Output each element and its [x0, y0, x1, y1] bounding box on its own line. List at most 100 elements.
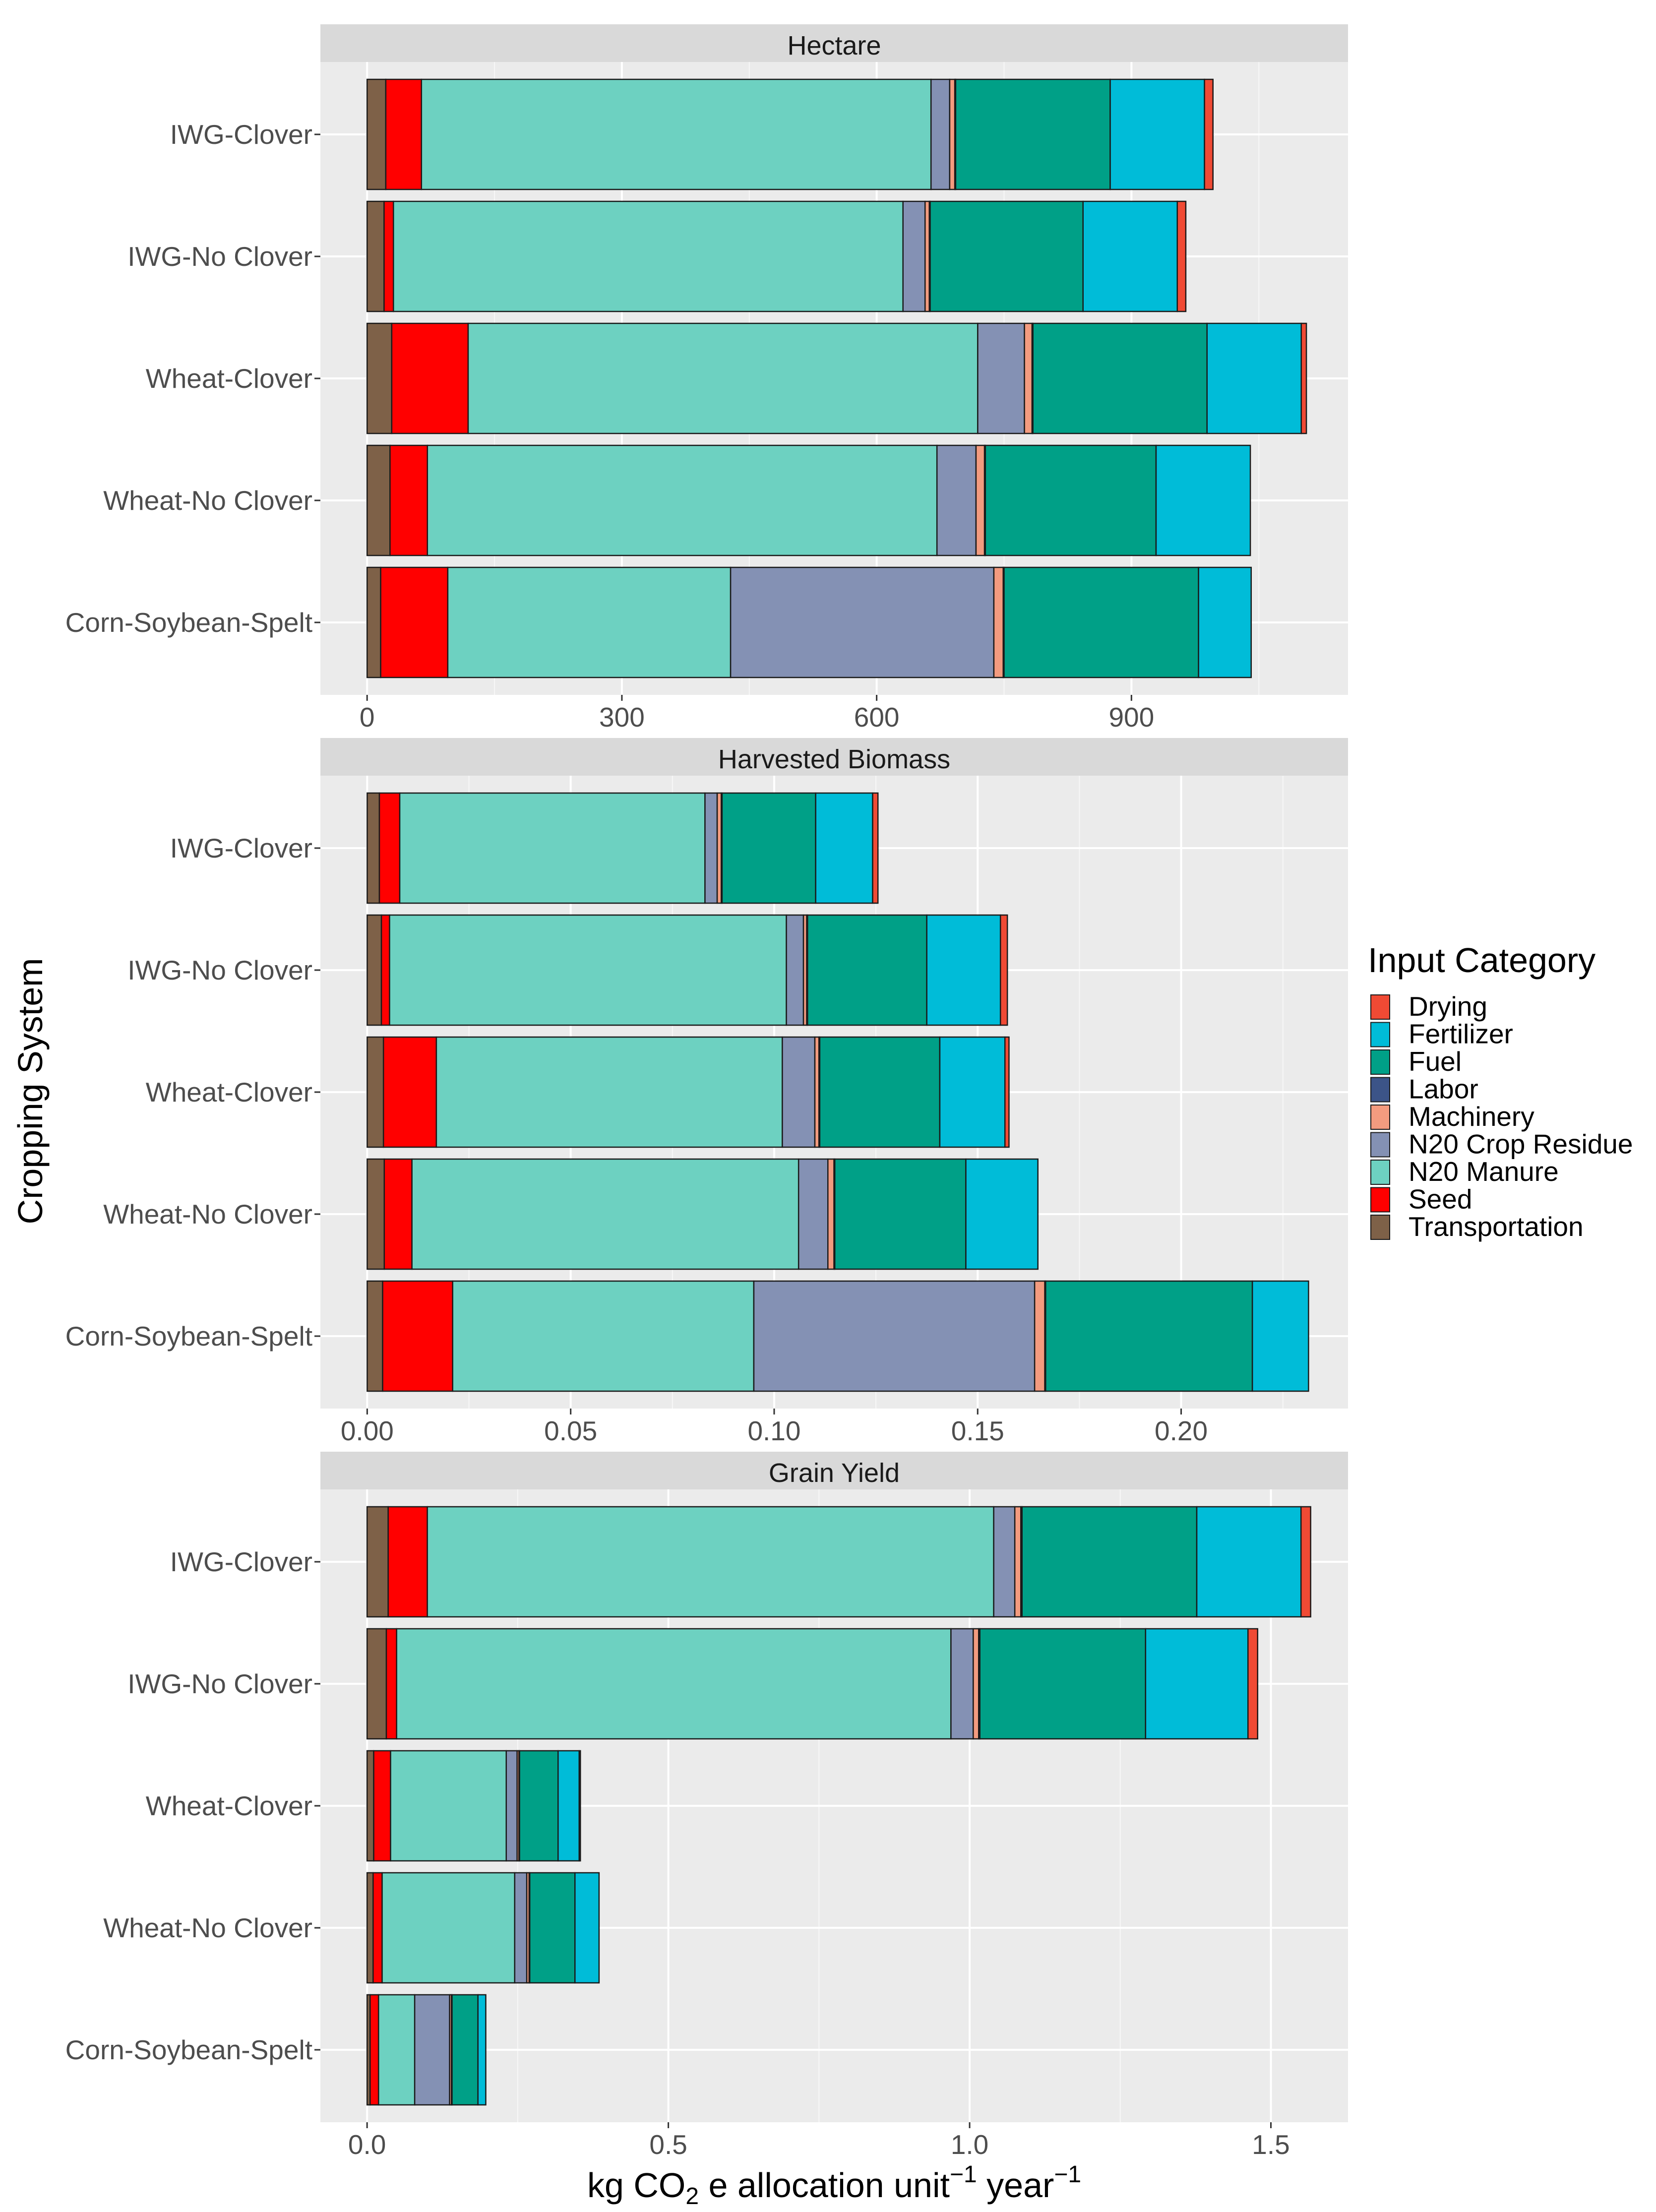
legend-swatch	[1370, 1187, 1390, 1213]
bar-segment-transportation	[366, 1506, 389, 1618]
bar-segment-transportation	[366, 78, 387, 190]
bar-segment-seed	[373, 1750, 391, 1862]
bar-segment-n20-manure	[389, 914, 787, 1026]
legend-label: Transportation	[1409, 1211, 1584, 1242]
bar-iwg-clover	[366, 1506, 1311, 1618]
bar-segment-drying	[999, 914, 1008, 1026]
bar-segment-transportation	[367, 1280, 383, 1392]
bar-segment-fertilizer	[1145, 1628, 1249, 1740]
x-axis-title: kg CO2 e allocation unit−1 year−1	[587, 2161, 1081, 2210]
panel-hectare: Hectare IWG-Clover IWG-No Clover Wheat-Clo…	[65, 24, 1348, 733]
y-tick-label: Wheat-Clover	[146, 1790, 312, 1821]
legend-label: N20 Manure	[1409, 1156, 1559, 1187]
panel-bars	[366, 1506, 1311, 2106]
legend-item-seed: Seed	[1370, 1184, 1472, 1215]
bar-segment-seed	[372, 1872, 383, 1984]
bar-segment-fertilizer	[1198, 566, 1252, 678]
y-tick-label: Wheat-No Clover	[103, 1912, 312, 1943]
panel-harvested-biomass: Harvested Biomass IWG-Clover IWG-No Clove…	[65, 738, 1348, 1446]
bar-wheat-clover	[367, 1036, 1010, 1148]
panel-x-axis: 0 300 600 900	[360, 695, 1154, 733]
bar-iwg-no-clover	[366, 200, 1187, 312]
bar-segment-fertilizer	[1109, 78, 1205, 190]
x-axis-title-main: kg CO	[587, 2166, 685, 2205]
y-tick-label: Corn-Soybean-Spelt	[65, 1321, 312, 1352]
legend-label: N20 Crop Residue	[1409, 1129, 1633, 1160]
bar-segment-machinery	[993, 566, 1004, 678]
y-tick-label: IWG-Clover	[170, 1546, 312, 1577]
panel-bars	[367, 792, 1309, 1392]
legend-swatch	[1370, 994, 1390, 1020]
x-axis-title-subscript: 2	[685, 2183, 699, 2210]
bar-segment-fertilizer	[939, 1036, 1006, 1148]
bar-segment-n20-crop-residue	[414, 1994, 450, 2106]
bar-segment-n20-manure	[377, 1994, 416, 2106]
bar-segment-transportation	[366, 322, 393, 434]
bar-segment-drying	[872, 792, 879, 904]
legend-label: Fertilizer	[1409, 1019, 1513, 1049]
bar-segment-drying	[1247, 1628, 1259, 1740]
bar-segment-transportation	[366, 444, 391, 556]
bar-segment-n20-manure	[467, 322, 979, 434]
bar-segment-n20-manure	[435, 1036, 783, 1148]
bar-segment-n20-crop-residue	[786, 914, 804, 1026]
bar-segment-fuel	[451, 1994, 479, 2106]
bar-iwg-clover	[366, 78, 1214, 190]
bar-segment-seed	[380, 914, 390, 1026]
x-axis-title-year: year	[977, 2166, 1054, 2205]
bar-segment-drying	[578, 1750, 581, 1862]
bar-segment-n20-manure	[399, 792, 706, 904]
bar-segment-n20-crop-residue	[704, 792, 718, 904]
bar-segment-fuel	[807, 914, 927, 1026]
legend-label: Labor	[1409, 1074, 1478, 1105]
bar-segment-n20-manure	[411, 1158, 799, 1270]
panel-grain-yield: Grain Yield IWG-Clover IWG-No Clover Wheat…	[65, 1452, 1348, 2160]
panel-strip	[320, 1452, 1348, 1489]
legend-swatch	[1370, 1132, 1390, 1158]
panel-y-axis: IWG-Clover IWG-No Clover Wheat-Clover Wheat…	[65, 119, 320, 638]
bar-segment-fertilizer	[965, 1158, 1039, 1270]
bar-segment-machinery	[973, 1628, 980, 1740]
bar-segment-fuel	[1032, 322, 1208, 434]
bar-segment-n20-crop-residue	[514, 1872, 528, 1984]
bar-segment-transportation	[366, 200, 385, 312]
bar-segment-n20-crop-residue	[993, 1506, 1016, 1618]
bar-iwg-clover	[367, 792, 879, 904]
bar-segment-machinery	[949, 78, 956, 190]
legend-item-fertilizer: Fertilizer	[1370, 1019, 1513, 1049]
bar-segment-machinery	[827, 1158, 835, 1270]
bar-segment-transportation	[366, 566, 381, 678]
bar-segment-n20-crop-residue	[505, 1750, 518, 1862]
bar-segment-n20-manure	[421, 78, 932, 190]
bar-corn-soybean-spelt	[366, 566, 1252, 678]
bar-segment-fertilizer	[1155, 444, 1251, 556]
bar-segment-transportation	[367, 1158, 385, 1270]
bar-segment-fertilizer	[1196, 1506, 1302, 1618]
bar-segment-fertilizer	[926, 914, 1001, 1026]
x-tick-label: 900	[1108, 702, 1154, 733]
x-tick-label: 600	[854, 702, 900, 733]
bar-segment-transportation	[366, 1872, 374, 1984]
legend-label: Drying	[1409, 991, 1487, 1022]
panel-y-axis: IWG-Clover IWG-No Clover Wheat-Clover Wheat…	[65, 1546, 320, 2065]
bar-segment-n20-manure	[393, 200, 904, 312]
x-tick-label: 1.0	[951, 2129, 988, 2160]
bar-iwg-no-clover	[367, 914, 1008, 1026]
x-tick-label: 300	[599, 702, 645, 733]
panel-title: Hectare	[787, 31, 881, 61]
bar-segment-n20-manure	[452, 1280, 755, 1392]
bar-segment-seed	[387, 1506, 428, 1618]
panel-bars	[366, 78, 1307, 678]
bar-segment-fuel	[519, 1750, 559, 1862]
bar-segment-seed	[389, 444, 429, 556]
bar-segment-n20-manure	[390, 1750, 507, 1862]
legend-swatch	[1370, 1049, 1390, 1075]
legend-label: Machinery	[1409, 1101, 1534, 1132]
bar-wheat-no-clover	[366, 1872, 600, 1984]
bar-segment-drying	[1176, 200, 1187, 312]
x-tick-label: 0.0	[348, 2129, 386, 2160]
bar-segment-drying	[1300, 1506, 1311, 1618]
bar-segment-n20-crop-residue	[753, 1280, 1036, 1392]
bar-segment-machinery	[975, 444, 985, 556]
